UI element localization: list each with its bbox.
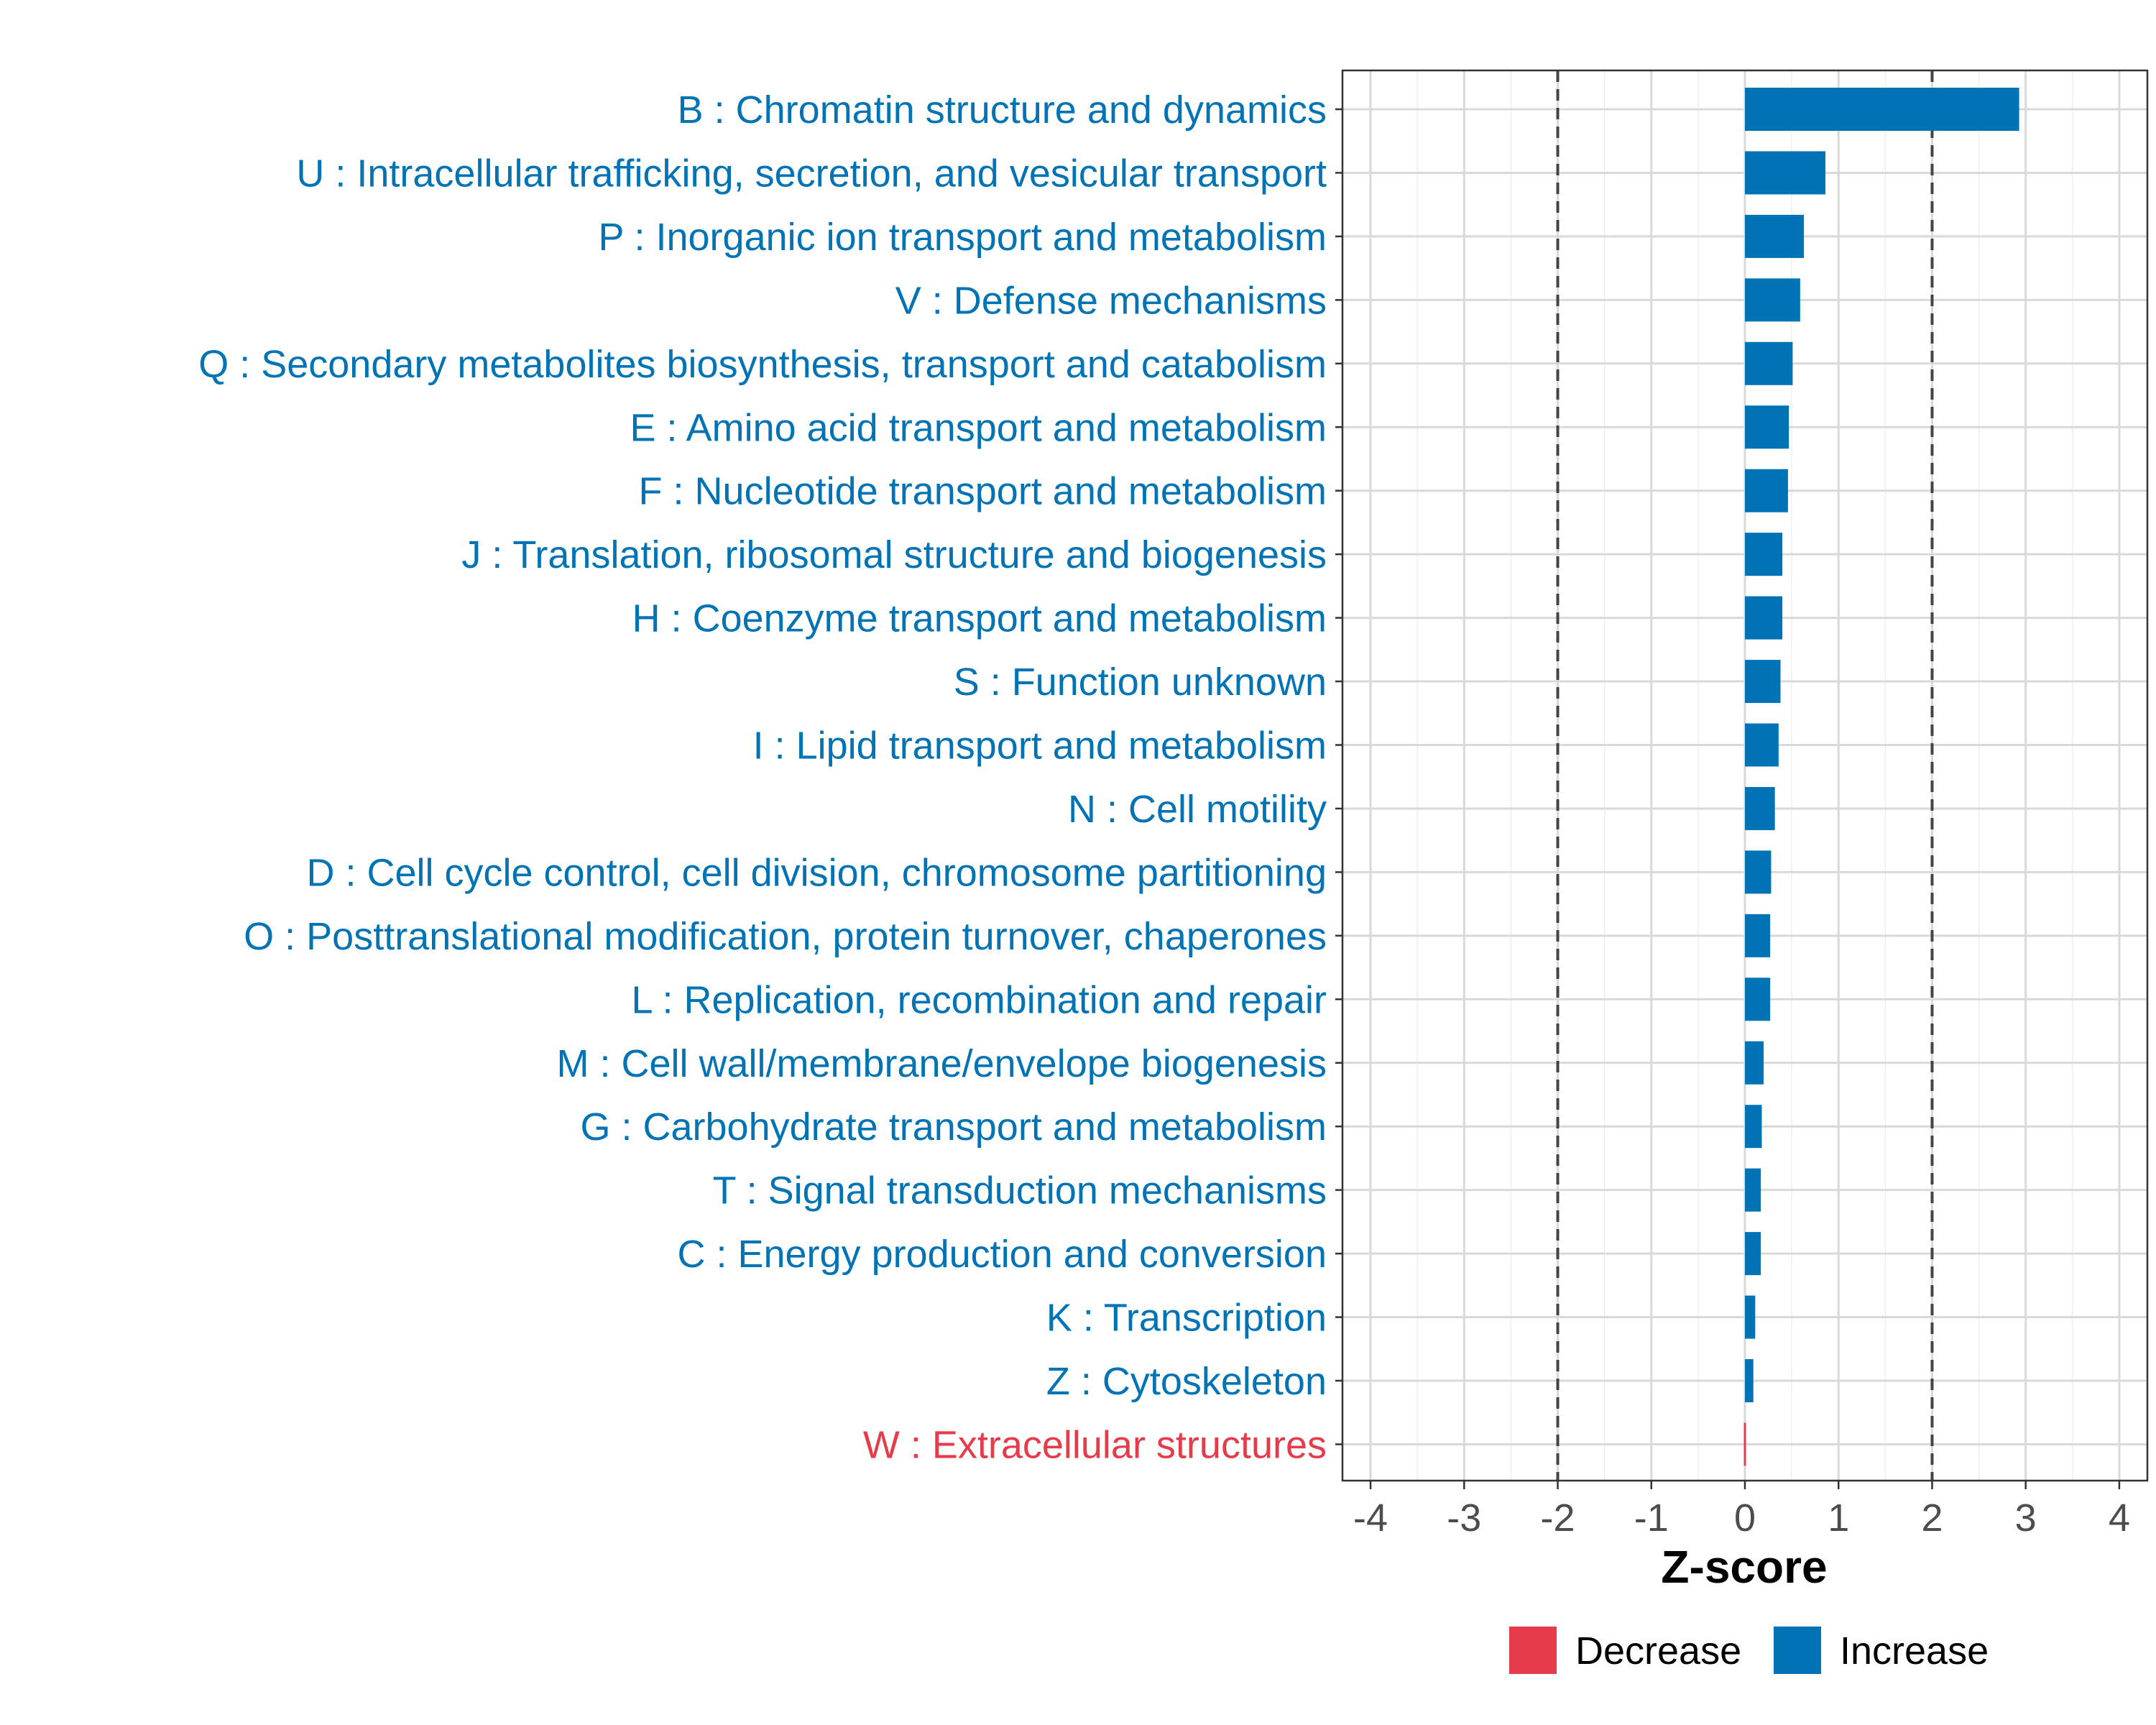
y-axis-category-labels: B : Chromatin structure and dynamics U : … (198, 88, 1327, 1466)
threshold-lines (1556, 70, 1934, 1481)
y-axis-ticks (1335, 108, 1342, 1445)
category-label: L : Replication, recombination and repai… (631, 978, 1327, 1021)
category-label: P : Inorganic ion transport and metaboli… (598, 216, 1327, 259)
legend-label-decrease: Decrease (1575, 1629, 1741, 1673)
category-label: J : Translation, ribosomal structure and… (461, 533, 1327, 576)
category-label: K : Transcription (1046, 1297, 1327, 1340)
bar (1745, 405, 1789, 449)
category-label: Q : Secondary metabolites biosynthesis, … (198, 343, 1327, 386)
bar (1745, 786, 1775, 830)
bars (1743, 88, 2019, 1466)
bar (1745, 914, 1771, 957)
bar (1745, 978, 1771, 1021)
bar (1745, 341, 1793, 385)
bar (1745, 723, 1779, 767)
bar (1745, 469, 1788, 512)
category-label: V : Defense mechanisms (895, 279, 1327, 322)
bar (1745, 214, 1805, 258)
x-tick-label: 3 (2015, 1496, 2037, 1540)
category-label: O : Posttranslational modification, prot… (244, 915, 1327, 958)
category-label: E : Amino acid transport and metabolism (630, 406, 1327, 449)
legend-swatch-increase (1774, 1627, 1821, 1674)
category-label: F : Nucleotide transport and metabolism (639, 470, 1327, 513)
category-label: U : Intracellular trafficking, secretion… (296, 152, 1327, 195)
category-label: T : Signal transduction mechanisms (713, 1169, 1327, 1213)
bar (1745, 1041, 1764, 1085)
category-label: H : Coenzyme transport and metabolism (632, 597, 1327, 640)
legend-label-increase: Increase (1840, 1629, 1989, 1673)
bar (1745, 596, 1783, 640)
category-label: W : Extracellular structures (863, 1423, 1327, 1466)
bar (1745, 278, 1800, 322)
category-label: B : Chromatin structure and dynamics (678, 88, 1327, 132)
bar (1745, 660, 1781, 704)
bar (1745, 1168, 1761, 1212)
category-label: M : Cell wall/membrane/envelope biogenes… (556, 1042, 1327, 1085)
category-label: N : Cell motility (1068, 788, 1327, 831)
category-label: D : Cell cycle control, cell division, c… (306, 851, 1327, 894)
category-label: S : Function unknown (954, 661, 1327, 704)
x-tick-label: 2 (1921, 1496, 1943, 1540)
bar (1743, 1422, 1746, 1466)
category-label: I : Lipid transport and metabolism (753, 724, 1327, 768)
category-label: Z : Cytoskeleton (1046, 1360, 1327, 1403)
x-tick-label: -2 (1541, 1496, 1575, 1540)
category-label: C : Energy production and conversion (677, 1233, 1327, 1276)
x-tick-label: -3 (1447, 1496, 1481, 1540)
x-tick-label: 4 (2109, 1496, 2130, 1540)
x-tick-label: -1 (1634, 1496, 1669, 1540)
x-tick-label: -4 (1353, 1496, 1388, 1540)
bar (1745, 88, 2019, 131)
bar (1745, 1359, 1754, 1402)
bar (1745, 1232, 1761, 1276)
legend: Decrease Increase (1509, 1627, 1989, 1674)
x-tick-label: 1 (1828, 1496, 1849, 1540)
category-label: G : Carbohydrate transport and metabolis… (581, 1105, 1327, 1149)
x-axis-ticks: -4 -3 -2 -1 0 1 2 3 4 (1353, 1481, 2130, 1540)
legend-swatch-decrease (1509, 1627, 1557, 1674)
bar (1745, 151, 1825, 195)
x-axis-title: Z-score (1661, 1541, 1827, 1593)
x-tick-label: 0 (1734, 1496, 1756, 1540)
bar (1745, 1295, 1756, 1339)
bar (1745, 850, 1772, 894)
bar (1745, 533, 1783, 576)
bar (1745, 1105, 1762, 1149)
